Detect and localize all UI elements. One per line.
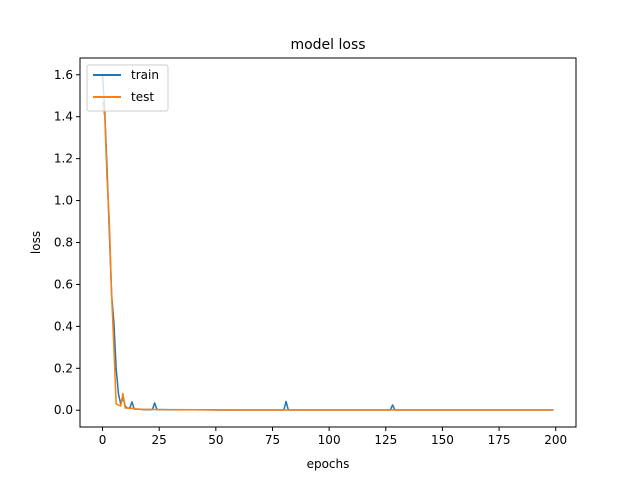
y-tick-label: 0.4 — [54, 319, 73, 333]
axis-ticks: 0 25 50 75 100 125 150 175 200 0.0 0.2 0.4 0.6 0.8 1.0… — [54, 68, 567, 447]
series-lines — [101, 74, 554, 411]
x-tick-label: 50 — [208, 433, 223, 447]
y-tick-label: 0.8 — [54, 236, 73, 250]
legend: train test — [86, 64, 169, 112]
y-tick-label: 1.0 — [54, 194, 73, 208]
x-axis-label: epochs — [307, 457, 350, 471]
y-tick-label: 1.4 — [54, 110, 73, 124]
y-tick-label: 0.2 — [54, 361, 73, 375]
chart-title: model loss — [290, 37, 365, 53]
x-tick-label: 200 — [544, 433, 567, 447]
y-tick-label: 1.6 — [54, 68, 73, 82]
plot-frame — [79, 57, 577, 428]
y-axis-label: loss — [29, 231, 43, 254]
y-tick-label: 1.2 — [54, 152, 73, 166]
x-tick-label: 150 — [431, 433, 454, 447]
legend-label-train: train — [131, 68, 159, 82]
legend-label-test: test — [131, 90, 154, 104]
y-tick-label: 0.0 — [54, 403, 73, 417]
x-tick-label: 25 — [152, 433, 167, 447]
legend-box — [86, 64, 169, 112]
x-tick-label: 100 — [318, 433, 341, 447]
x-tick-label: 125 — [374, 433, 397, 447]
y-tick-label: 0.6 — [54, 277, 73, 291]
x-tick-label: 75 — [265, 433, 280, 447]
series-line-test — [101, 101, 554, 411]
x-tick-label: 0 — [99, 433, 107, 447]
x-tick-label: 175 — [488, 433, 511, 447]
